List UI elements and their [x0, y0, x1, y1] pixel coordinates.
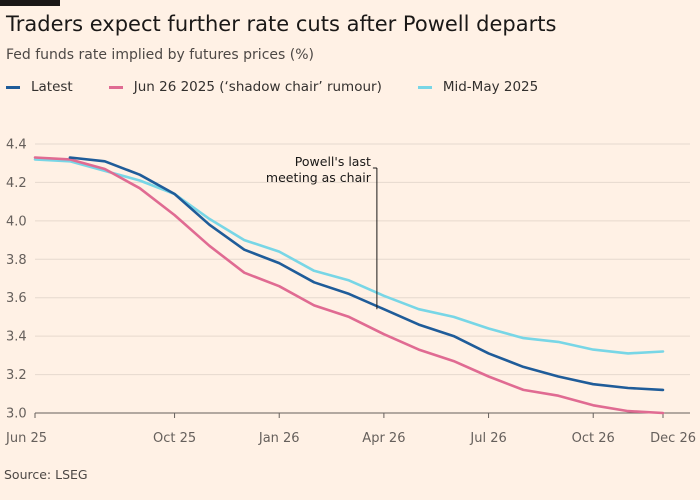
- brand-bar: [0, 0, 60, 6]
- y-tick-label: 3.2: [6, 368, 27, 383]
- y-tick-label: 3.0: [6, 407, 27, 422]
- y-tick-label: 4.4: [6, 138, 27, 153]
- y-tick-label: 3.4: [6, 330, 27, 345]
- legend-label-mid-may-2025: Mid-May 2025: [442, 79, 539, 95]
- x-tick-label: Jun 25: [5, 431, 47, 446]
- legend-label-latest: Latest: [31, 79, 73, 95]
- x-tick-label: Jan 26: [258, 431, 300, 446]
- y-tick-label: 4.0: [6, 214, 27, 229]
- series-line-jun-26-2025: [33, 156, 665, 415]
- annotation-text: Powell's last: [295, 154, 371, 169]
- x-tick-label: Jul 26: [469, 431, 506, 446]
- chart-title: Traders expect further rate cuts after P…: [6, 12, 557, 36]
- legend-swatch-latest: [6, 85, 20, 89]
- annotation-text: meeting as chair: [266, 170, 372, 185]
- series-line-mid-may-2025: [33, 158, 665, 355]
- x-tick-label: Oct 26: [572, 431, 615, 446]
- legend-item-jun-26-2025: Jun 26 2025 (‘shadow chair’ rumour): [108, 79, 382, 95]
- legend-label-jun-26-2025: Jun 26 2025 (‘shadow chair’ rumour): [133, 79, 382, 95]
- x-tick-label: Apr 26: [362, 431, 405, 446]
- legend-item-mid-may-2025: Mid-May 2025: [417, 79, 539, 95]
- chart-subtitle: Fed funds rate implied by futures prices…: [6, 47, 314, 63]
- legend-item-latest: Latest: [6, 79, 73, 95]
- series-line-latest: [68, 156, 665, 392]
- legend: Latest Jun 26 2025 (‘shadow chair’ rumou…: [6, 79, 574, 95]
- x-tick-label: Dec 26: [650, 431, 696, 446]
- source-note: Source: LSEG: [4, 467, 88, 482]
- x-tick-label: Oct 25: [153, 431, 196, 446]
- legend-swatch-jun-26-2025: [108, 85, 123, 89]
- y-tick-label: 3.8: [6, 253, 27, 268]
- y-tick-label: 3.6: [6, 291, 27, 306]
- y-tick-label: 4.2: [6, 176, 27, 191]
- legend-swatch-mid-may-2025: [417, 85, 432, 89]
